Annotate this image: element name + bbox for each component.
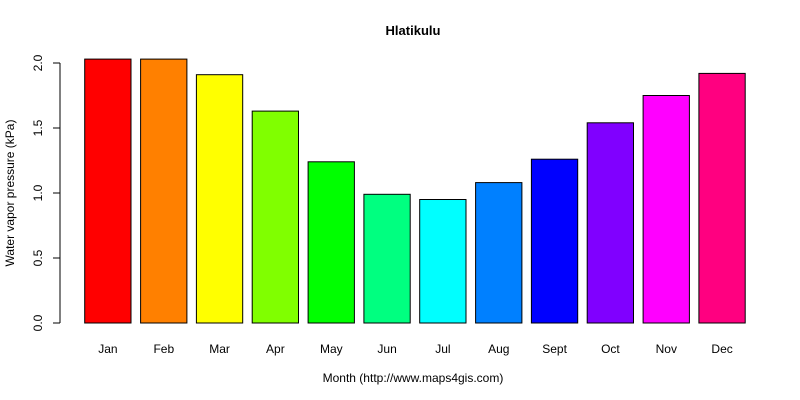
bar-apr: [251, 110, 299, 324]
bars-group: [84, 58, 746, 324]
bar-jul: [419, 199, 467, 324]
y-tick-label: 2.0: [31, 54, 45, 71]
x-tick-label: May: [320, 342, 343, 356]
bar-oct: [586, 122, 635, 324]
x-tick-label: Nov: [656, 342, 677, 356]
bar-sept: [530, 158, 579, 324]
x-tick-label: Apr: [266, 342, 285, 356]
bar-may: [307, 161, 355, 324]
x-tick-label: Jun: [377, 342, 396, 356]
y-axis: 0.0 0.5 1.0 1.5 2.0: [31, 54, 61, 331]
y-tick-label: 0.0: [31, 314, 45, 331]
x-axis-label: Month (http://www.maps4gis.com): [323, 371, 504, 385]
x-tick-label: Feb: [153, 342, 174, 356]
bar-mar: [195, 74, 244, 324]
bar-aug: [475, 182, 523, 324]
x-tick-label: Mar: [209, 342, 230, 356]
bar-jan: [84, 58, 132, 324]
chart-title: Hlatikulu: [386, 23, 441, 38]
x-tick-label: Jul: [435, 342, 450, 356]
y-tick-label: 0.5: [31, 249, 45, 266]
x-tick-label: Oct: [601, 342, 620, 356]
bar-nov: [642, 95, 690, 324]
x-axis-tick-labels: Jan Feb Mar Apr May Jun Jul Aug Sept Oct Nov Dec: [98, 342, 733, 356]
x-tick-label: Jan: [98, 342, 117, 356]
x-tick-label: Aug: [488, 342, 509, 356]
bar-jun: [363, 193, 411, 324]
y-tick-label: 1.5: [31, 119, 45, 136]
bar-feb: [140, 58, 188, 324]
y-axis-label: Water vapor pressure (kPa): [3, 120, 17, 267]
bar-dec: [698, 72, 746, 324]
x-tick-label: Dec: [711, 342, 732, 356]
x-tick-label: Sept: [542, 342, 567, 356]
y-tick-label: 1.0: [31, 184, 45, 201]
